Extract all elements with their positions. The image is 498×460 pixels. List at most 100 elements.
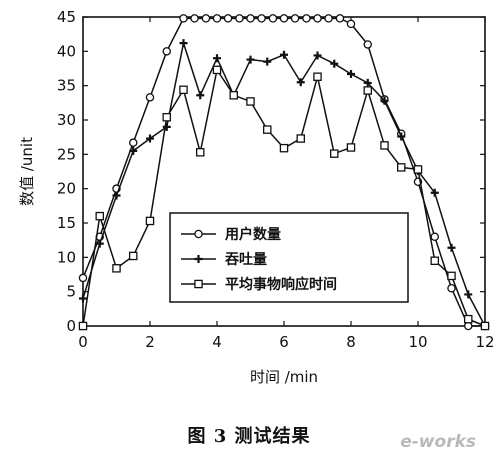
data-point — [480, 321, 490, 331]
legend-marker — [194, 255, 203, 263]
data-point — [112, 191, 121, 200]
figure-caption: 图 3 测试结果 — [187, 426, 311, 447]
data-point — [162, 122, 171, 131]
data-point — [363, 86, 372, 95]
data-point — [268, 14, 278, 23]
data-point — [380, 141, 389, 150]
y-tick-label: 5 — [66, 283, 76, 301]
data-point — [324, 14, 333, 23]
data-point — [128, 138, 138, 147]
data-point — [179, 14, 188, 23]
data-point — [95, 239, 104, 248]
data-point — [179, 85, 188, 95]
data-point — [280, 50, 288, 59]
data-point — [128, 251, 138, 261]
data-point — [79, 294, 87, 303]
data-point — [413, 165, 423, 174]
data-point — [129, 146, 138, 155]
data-point — [262, 125, 272, 134]
x-tick-label: 6 — [279, 333, 289, 351]
data-point — [223, 14, 233, 23]
data-point — [313, 51, 322, 60]
data-point — [380, 96, 389, 105]
legend-label: 用户数量 — [225, 226, 281, 243]
legend-label: 吞吐量 — [225, 252, 267, 268]
data-point — [279, 143, 289, 153]
data-point — [212, 14, 222, 23]
data-point — [346, 143, 356, 152]
data-point — [464, 290, 473, 299]
data-point — [78, 321, 88, 331]
data-point — [430, 256, 439, 266]
y-tick-label: 40 — [57, 42, 76, 60]
data-point — [363, 40, 372, 49]
data-point — [146, 134, 154, 143]
data-point — [396, 163, 406, 172]
y-tick-label: 25 — [57, 145, 76, 163]
legend-box — [169, 212, 409, 303]
data-point — [179, 39, 188, 48]
data-point — [296, 134, 305, 143]
y-tick-label: 35 — [57, 77, 76, 95]
data-point — [162, 113, 171, 122]
data-point — [246, 14, 255, 23]
data-point — [162, 47, 171, 56]
data-point — [235, 14, 244, 23]
legend-label: 平均事物响应时间 — [225, 276, 337, 293]
data-point — [246, 55, 255, 64]
x-tick-label: 2 — [145, 333, 155, 351]
data-point — [212, 65, 222, 75]
data-point — [329, 149, 339, 158]
data-point — [279, 14, 289, 23]
data-point — [145, 93, 155, 102]
data-point — [346, 19, 356, 29]
data-point — [190, 14, 199, 23]
x-tick-label: 8 — [346, 333, 356, 351]
y-tick-label: 15 — [57, 214, 76, 232]
data-point — [330, 59, 339, 68]
data-point — [463, 321, 473, 331]
data-point — [447, 271, 456, 281]
data-point — [196, 91, 205, 100]
watermark-logo: e-works — [400, 432, 476, 452]
data-point — [145, 216, 155, 226]
x-tick-label: 10 — [408, 333, 427, 351]
y-tick-label: 30 — [57, 111, 76, 129]
series-square — [78, 65, 490, 331]
x-tick-label: 0 — [78, 333, 88, 351]
data-point — [263, 57, 272, 66]
data-point — [397, 132, 406, 141]
data-point — [430, 188, 439, 197]
data-point — [447, 283, 456, 293]
data-point — [363, 78, 372, 87]
x-axis-label: 时间 /min — [250, 368, 318, 386]
data-point — [302, 14, 311, 23]
data-point — [195, 148, 205, 157]
data-point — [78, 273, 88, 283]
series-group — [78, 14, 490, 331]
legend-marker — [194, 279, 203, 289]
legend-marker — [194, 229, 203, 239]
y-axis-label: 数值 /unit — [18, 137, 36, 206]
y-tick-label: 0 — [66, 317, 76, 335]
data-point — [246, 97, 255, 106]
data-point — [95, 211, 105, 221]
data-point — [296, 78, 305, 87]
y-tick-label: 10 — [57, 248, 76, 266]
data-point — [201, 14, 211, 23]
data-point — [313, 72, 322, 81]
data-point — [112, 264, 121, 273]
x-tick-label: 4 — [212, 333, 222, 351]
y-tick-label: 45 — [57, 8, 76, 26]
data-point — [290, 14, 300, 23]
data-point — [463, 314, 473, 324]
data-point — [313, 14, 322, 23]
data-point — [430, 232, 439, 241]
data-point — [347, 69, 355, 78]
y-tick-label: 20 — [57, 180, 76, 198]
x-tick-label: 12 — [475, 333, 494, 351]
data-point — [257, 14, 266, 23]
data-point — [229, 91, 238, 100]
